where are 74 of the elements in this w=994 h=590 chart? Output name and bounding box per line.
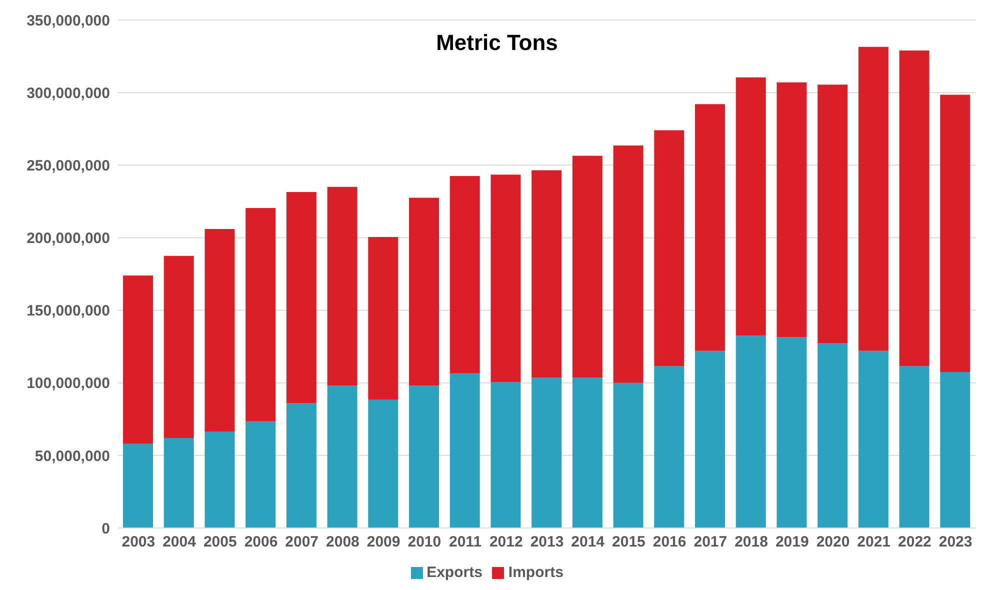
y-tick-label: 200,000,000 <box>26 230 110 248</box>
x-tick-label: 2003 <box>122 534 156 551</box>
y-tick-label: 250,000,000 <box>26 157 110 174</box>
bar <box>858 46 888 351</box>
y-tick-label: 150,000,000 <box>26 302 110 320</box>
bar <box>490 174 521 382</box>
x-tick-label: 2020 <box>816 534 850 551</box>
x-tick-label: 2014 <box>571 534 606 551</box>
bar <box>286 192 316 404</box>
legend-label: Exports <box>426 564 482 581</box>
y-tick-label: 350,000,000 <box>26 12 110 30</box>
x-tick-label: 2011 <box>449 534 482 551</box>
bar <box>776 82 807 338</box>
bar <box>695 104 725 351</box>
x-tick-label: 2012 <box>489 534 523 551</box>
bar <box>327 386 358 528</box>
text: Metric Tons <box>435 30 559 56</box>
bar <box>818 84 848 343</box>
x-tick-label: 2010 <box>408 534 442 551</box>
y-tick-label: 50,000,000 <box>34 448 110 465</box>
bar <box>776 337 807 528</box>
bar <box>899 366 930 528</box>
x-tick-label: 2023 <box>938 534 972 551</box>
bar <box>164 438 194 528</box>
x-tick-label: 2009 <box>366 534 400 551</box>
bar <box>490 382 521 528</box>
x-tick-label: 2008 <box>326 534 360 551</box>
bar <box>654 130 684 366</box>
bar <box>613 382 644 528</box>
bar <box>123 275 153 444</box>
bar <box>858 350 888 528</box>
x-tick-label: 2021 <box>857 534 891 551</box>
bar <box>736 77 766 336</box>
x-tick-label: 2006 <box>244 534 278 551</box>
legend-label: Imports <box>508 564 564 581</box>
bar <box>327 186 358 386</box>
bar <box>368 236 398 400</box>
bar <box>164 256 194 438</box>
x-tick-label: 2016 <box>652 534 686 551</box>
bar <box>736 336 766 528</box>
bar <box>204 229 235 432</box>
bar <box>613 146 644 383</box>
x-tick-label: 2022 <box>898 534 932 551</box>
x-tick-label: 2017 <box>694 534 728 551</box>
bar <box>450 373 480 528</box>
bar <box>204 431 235 528</box>
bar <box>532 378 562 528</box>
x-tick-label: 2018 <box>734 534 768 551</box>
bar <box>246 421 276 528</box>
bar <box>409 386 439 528</box>
bar <box>409 198 439 386</box>
bar <box>572 156 602 378</box>
bar <box>368 400 398 528</box>
bar <box>654 366 684 528</box>
x-tick-label: 2005 <box>203 534 237 551</box>
bar <box>450 176 480 374</box>
bar <box>246 208 276 422</box>
bar <box>572 378 602 528</box>
bar <box>123 444 153 528</box>
bar <box>532 170 562 378</box>
bar <box>940 372 970 528</box>
bar <box>286 403 316 528</box>
bar <box>695 350 725 528</box>
bar <box>818 342 848 528</box>
y-tick-label: 300,000,000 <box>26 84 110 102</box>
x-tick-label: 2019 <box>775 534 809 551</box>
y-tick-label: 100,000,000 <box>26 375 110 392</box>
x-tick-label: 2007 <box>285 534 319 551</box>
bar <box>940 94 970 372</box>
x-tick-label: 2004 <box>162 534 197 551</box>
x-tick-label: 2013 <box>530 534 564 551</box>
y-tick-label: 0 <box>102 520 110 538</box>
bar <box>899 50 930 366</box>
x-tick-label: 2015 <box>612 534 646 551</box>
